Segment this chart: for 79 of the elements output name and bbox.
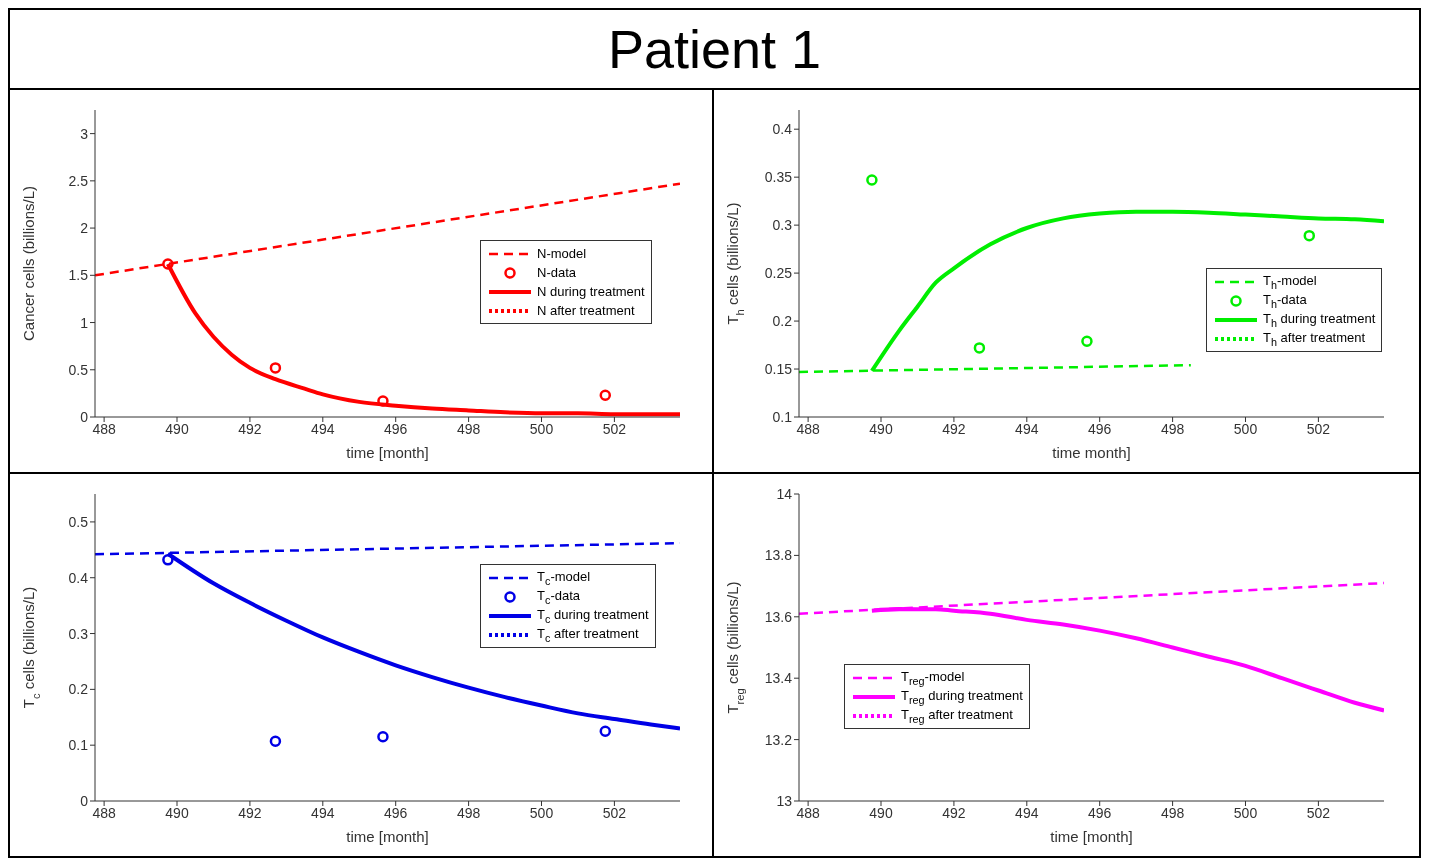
y-tick-label: 13.6 xyxy=(764,608,793,625)
x-tick-label: 492 xyxy=(238,804,262,821)
y-tick-label: 1.5 xyxy=(68,267,89,284)
x-tick-label: 494 xyxy=(1015,420,1039,437)
legend-label: T$_{h}$ after treatment xyxy=(1263,329,1366,348)
y-tick-label: 0.3 xyxy=(68,625,89,642)
x-tick-label: 492 xyxy=(238,420,262,437)
legend-label: T$_{h}$-data xyxy=(1263,291,1307,310)
x-tick-label: 502 xyxy=(602,420,627,437)
y-tick-label: 0 xyxy=(80,408,89,425)
y-tick-label: 0.2 xyxy=(772,313,793,330)
y-tick-label: 0.25 xyxy=(764,265,793,282)
x-tick-label: 488 xyxy=(796,804,820,821)
y-tick-label: 13 xyxy=(776,792,793,809)
chart-title: Patient 1 xyxy=(10,10,1419,90)
legend-label: N-model xyxy=(537,246,587,261)
x-tick-label: 496 xyxy=(384,420,408,437)
legend-label: T$_{c}$-data xyxy=(537,587,581,606)
x-tick-label: 494 xyxy=(311,420,335,437)
y-tick-label: 2.5 xyxy=(68,172,89,189)
x-tick-label: 496 xyxy=(1088,420,1112,437)
x-tick-label: 490 xyxy=(869,804,893,821)
x-tick-label: 492 xyxy=(942,420,966,437)
legend-label: N-data xyxy=(537,265,577,280)
x-tick-label: 488 xyxy=(92,420,116,437)
y-tick-label: 0.3 xyxy=(772,217,793,234)
y-tick-label: 0.35 xyxy=(764,169,793,186)
y-tick-label: 14 xyxy=(776,485,793,502)
x-axis-title: time [month] xyxy=(346,828,429,845)
legend-label: T$_{reg}$ during treatment xyxy=(901,687,1023,706)
x-tick-label: 494 xyxy=(311,804,335,821)
x-tick-label: 500 xyxy=(1233,804,1258,821)
x-tick-label: 490 xyxy=(165,420,189,437)
y-tick-label: 0.2 xyxy=(68,681,89,698)
y-tick-label: 1 xyxy=(80,314,89,331)
legend-label: T$_{c}$-model xyxy=(537,568,591,587)
y-axis-title: Cancer cells (billions/L) xyxy=(20,185,37,342)
x-tick-label: 498 xyxy=(456,804,481,821)
y-tick-label: 0.5 xyxy=(68,513,89,530)
x-tick-label: 490 xyxy=(869,420,893,437)
y-tick-label: 0.1 xyxy=(68,737,89,754)
legend-label: T$_{h}$ during treatment xyxy=(1263,310,1376,329)
x-tick-label: 494 xyxy=(1015,804,1039,821)
y-tick-label: 0.4 xyxy=(68,569,89,586)
x-tick-label: 498 xyxy=(1160,804,1185,821)
x-tick-label: 488 xyxy=(92,804,116,821)
legend-label: T$_{c}$ during treatment xyxy=(537,606,649,625)
x-tick-label: 496 xyxy=(1088,804,1112,821)
x-tick-label: 500 xyxy=(1233,420,1258,437)
x-axis-title: time [month] xyxy=(346,444,429,461)
x-tick-label: 498 xyxy=(1160,420,1185,437)
y-tick-label: 13.8 xyxy=(764,547,793,564)
y-tick-label: 13.2 xyxy=(764,731,793,748)
y-tick-label: 0.4 xyxy=(772,121,793,138)
x-tick-label: 490 xyxy=(165,804,189,821)
legend-label: N after treatment xyxy=(537,303,635,318)
x-tick-label: 502 xyxy=(602,804,627,821)
y-tick-label: 3 xyxy=(80,125,89,142)
legend-label: T$_{reg}$ after treatment xyxy=(901,706,1013,725)
x-axis-title: time [month] xyxy=(1050,828,1133,845)
x-tick-label: 488 xyxy=(796,420,820,437)
x-tick-label: 496 xyxy=(384,804,408,821)
x-tick-label: 500 xyxy=(529,804,554,821)
legend-label: T$_{reg}$-model xyxy=(901,668,965,687)
y-tick-label: 0 xyxy=(80,792,89,809)
y-tick-label: 0.15 xyxy=(764,361,793,377)
y-tick-label: 0.5 xyxy=(68,361,89,378)
x-tick-label: 492 xyxy=(942,804,966,821)
y-tick-label: 0.1 xyxy=(772,408,793,425)
x-tick-label: 502 xyxy=(1306,420,1331,437)
y-tick-label: 2 xyxy=(80,220,89,237)
x-tick-label: 502 xyxy=(1306,804,1331,821)
y-tick-label: 13.4 xyxy=(764,670,793,687)
x-tick-label: 498 xyxy=(456,420,481,437)
x-tick-label: 500 xyxy=(529,420,554,437)
legend-label: N during treatment xyxy=(537,284,645,299)
legend-label: T$_{h}$-model xyxy=(1263,272,1317,291)
x-axis-title: time month] xyxy=(1052,444,1131,461)
legend-label: T$_{c}$ after treatment xyxy=(537,625,639,644)
